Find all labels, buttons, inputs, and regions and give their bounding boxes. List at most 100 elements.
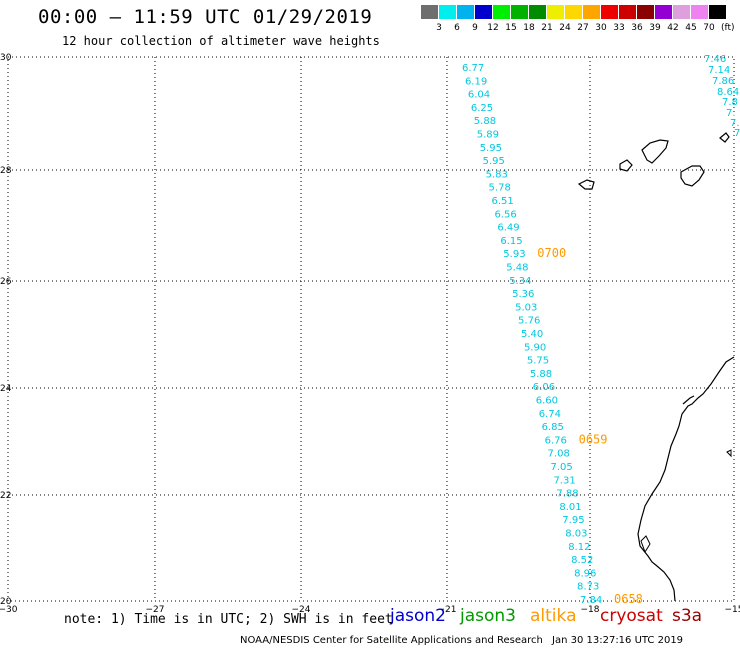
latitude-label: 28 — [0, 166, 12, 176]
fuerteventura-outline — [719, 132, 730, 143]
wave-height-label: 7.05 — [551, 462, 573, 473]
wave-height-label: 5.40 — [521, 329, 543, 340]
wave-height-label: 5.90 — [524, 342, 546, 353]
el-hierro-outline — [577, 179, 595, 190]
legend-tick-label: 3 — [436, 23, 442, 33]
wave-height-label: 7.08 — [548, 449, 570, 460]
latitude-label: 22 — [0, 491, 11, 501]
longitude-label: −24 — [292, 605, 311, 615]
wave-height-label: 7.95 — [562, 515, 584, 526]
footer-note: note: 1) Time is in UTC; 2) SWH is in fe… — [64, 612, 393, 627]
wave-height-label: 5.75 — [527, 356, 549, 367]
pass-time-label: 0658 — [614, 592, 643, 606]
map-frame — [7, 56, 735, 602]
legend-swatch — [637, 5, 655, 19]
legend-tick-label: 45 — [685, 23, 697, 33]
wave-height-label: 6.51 — [492, 196, 514, 207]
legend-tick-label: 6 — [454, 23, 460, 33]
wave-height-label: 5.89 — [477, 130, 499, 141]
legend-tick-label: 24 — [559, 23, 571, 33]
legend-swatch — [529, 5, 547, 19]
latitude-label: 26 — [0, 277, 12, 287]
latitude-label: 20 — [0, 597, 12, 607]
wave-height-label-edge: 7.86 — [712, 76, 734, 87]
wave-height-label: 6.49 — [497, 223, 519, 234]
footer-timestamp: Jan 30 13:27:16 UTC 2019 — [552, 635, 684, 646]
color-legend: 3 6 9 12 15 18 21 24 27 30 33 36 39 42 45 70 (ft) — [421, 5, 735, 33]
latitude-label: 30 — [0, 53, 12, 63]
wave-height-label: 8.01 — [559, 502, 581, 513]
legend-swatch — [601, 5, 619, 19]
legend-tick-label: 21 — [541, 23, 553, 33]
satellite-jason3: jason3 — [460, 606, 516, 626]
wave-height-label: 5.78 — [489, 183, 511, 194]
africa-coastline — [637, 356, 735, 602]
wave-height-label: 8.52 — [571, 555, 593, 566]
legend-swatch — [439, 5, 457, 19]
gran-canaria-outline — [680, 165, 705, 187]
wave-height-label-edge: 7.8 — [722, 97, 738, 108]
wave-height-label: 7.31 — [553, 475, 575, 486]
wave-height-label: 8.73 — [577, 582, 599, 593]
wave-height-label-edge: 8.64 — [717, 87, 739, 98]
pass-time-label: 0700 — [537, 246, 566, 260]
wave-height-label: 6.85 — [542, 422, 564, 433]
wave-height-label: 5.34 — [509, 276, 531, 287]
wave-height-label: 5.93 — [503, 249, 525, 260]
legend-swatch — [619, 5, 637, 19]
wave-height-label: 6.06 — [533, 382, 555, 393]
wave-height-label: 6.25 — [471, 103, 493, 114]
wave-height-label: 5.95 — [480, 143, 502, 154]
tenerife-outline — [641, 139, 669, 164]
satellite-s3a: s3a — [672, 606, 703, 626]
wave-height-label: 5.03 — [515, 302, 537, 313]
wave-height-label: 6.74 — [539, 409, 561, 420]
wave-height-label: 6.60 — [536, 396, 558, 407]
wave-height-label: 6.15 — [500, 236, 522, 247]
satellite-altika: altika — [530, 606, 577, 626]
wave-height-label-edge: 7. — [730, 118, 740, 129]
satellite-jason2: jason2 — [390, 606, 446, 626]
longitude-label: −30 — [0, 605, 18, 615]
wave-height-label: 5.88 — [530, 369, 552, 380]
legend-swatch — [655, 5, 673, 19]
longitude-label: −21 — [438, 605, 457, 615]
pass-time-label: 0659 — [579, 432, 608, 446]
legend-tick-label: 9 — [472, 23, 478, 33]
wave-height-label-edge: 7 — [734, 128, 740, 139]
legend-swatch — [583, 5, 601, 19]
legend-swatch — [709, 5, 727, 19]
wave-height-label: 8.12 — [568, 542, 590, 553]
la-gomera-outline — [619, 159, 633, 172]
latitude-label: 24 — [0, 384, 12, 394]
legend-swatch — [493, 5, 511, 19]
legend-tick-label: 70 — [703, 23, 715, 33]
legend-tick-label: 12 — [487, 23, 499, 33]
wave-height-label: 5.36 — [512, 289, 534, 300]
wave-height-label-edge: 7.46 — [704, 54, 726, 65]
wave-height-label: 6.77 — [462, 63, 484, 74]
legend-swatch — [691, 5, 709, 19]
wave-height-label: 6.76 — [545, 435, 567, 446]
coast-inlet — [682, 395, 695, 405]
map-subtitle: 12 hour collection of altimeter wave hei… — [62, 34, 380, 48]
wave-height-label-edge: 7.14 — [708, 65, 730, 76]
wave-height-label: 5.48 — [506, 263, 528, 274]
wave-height-label: 5.76 — [518, 316, 540, 327]
legend-tick-label: 27 — [577, 23, 589, 33]
inland-feature — [726, 449, 732, 458]
legend-swatch — [421, 5, 439, 19]
legend-tick-label: 39 — [649, 23, 661, 33]
legend-tick-label: 42 — [667, 23, 679, 33]
legend-swatch — [547, 5, 565, 19]
legend-swatch — [511, 5, 529, 19]
legend-tick-label: 30 — [595, 23, 607, 33]
wave-height-label: 7.84 — [580, 595, 602, 606]
legend-tick-label: 33 — [613, 23, 625, 33]
wave-height-label: 5.95 — [483, 156, 505, 167]
legend-ticks: 3 6 9 12 15 18 21 24 27 30 33 36 39 42 45 70 — [421, 23, 740, 37]
wave-height-label-edge: 7. — [726, 108, 736, 119]
legend-swatch — [673, 5, 691, 19]
legend-tick-label: 36 — [631, 23, 643, 33]
wave-height-label: 5.83 — [486, 169, 508, 180]
